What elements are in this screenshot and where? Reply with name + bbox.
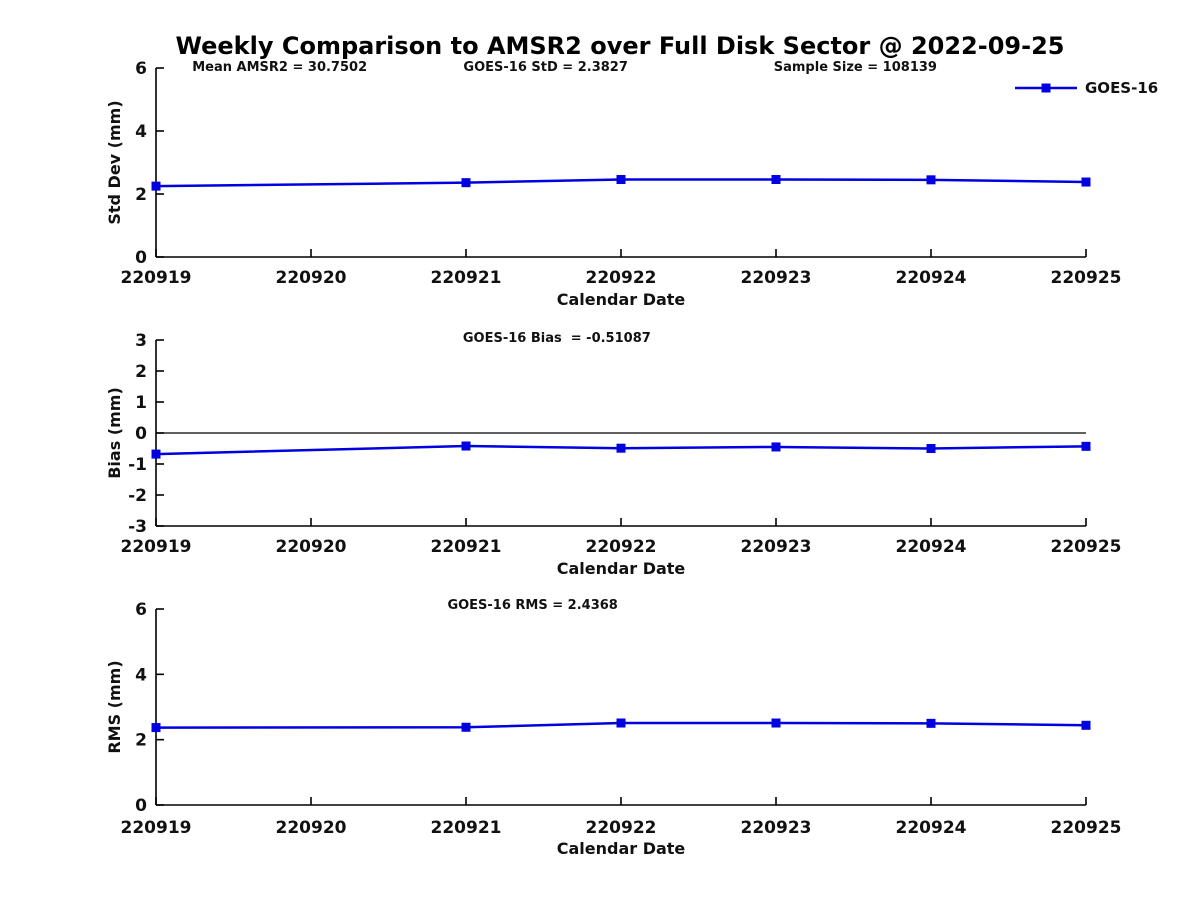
x-tick-label: 220924: [896, 537, 967, 557]
data-point-marker: [461, 178, 471, 188]
x-tick-label: 220920: [276, 818, 347, 838]
chart-title: Weekly Comparison to AMSR2 over Full Dis…: [176, 32, 1065, 60]
data-point-marker: [616, 718, 626, 728]
legend-series-marker-icon: [1041, 83, 1051, 93]
stat-annotation: GOES-16 Bias = -0.51087: [463, 331, 651, 346]
y-tick-label: 0: [135, 248, 147, 268]
x-tick-label: 220925: [1051, 818, 1122, 838]
x-tick-label: 220924: [896, 268, 967, 288]
x-tick-label: 220919: [121, 268, 192, 288]
y-tick-label: 3: [135, 331, 147, 351]
data-point-marker: [1081, 177, 1091, 187]
x-tick-label: 220923: [741, 268, 812, 288]
y-tick-label: -2: [128, 486, 147, 506]
x-tick-label: 220922: [586, 268, 657, 288]
y-tick-label: 6: [135, 600, 147, 620]
y-axis-title: Std Dev (mm): [105, 100, 124, 224]
data-point-marker: [771, 175, 781, 185]
x-tick-label: 220919: [121, 537, 192, 557]
subplot-std-dev: 0 2 4 6 220919 220920 220921 220922 220923 220924…: [105, 59, 1121, 309]
series-line: [155, 178, 1087, 188]
y-tick-label: 1: [135, 393, 147, 413]
data-point-marker: [926, 718, 936, 728]
series-line: [155, 444, 1087, 456]
x-tick-label: 220921: [431, 818, 502, 838]
y-tick-label: 4: [135, 122, 147, 142]
stat-annotation: GOES-16 RMS = 2.4368: [447, 598, 617, 613]
y-axis-title: Bias (mm): [105, 387, 124, 479]
stat-annotation: Mean AMSR2 = 30.7502: [192, 60, 367, 75]
x-tick-label: 220920: [276, 268, 347, 288]
x-tick-label: 220922: [586, 537, 657, 557]
x-tick-label: 220922: [586, 818, 657, 838]
x-tick-label: 220921: [431, 268, 502, 288]
data-point-marker: [461, 722, 471, 732]
subplot-bias: -3 -2 -1 0 1 2 3 220919 220920 220921 220922 220923…: [105, 331, 1121, 578]
stat-annotation: Sample Size = 108139: [774, 60, 937, 75]
data-point-marker: [616, 443, 626, 453]
stat-annotation: GOES-16 StD = 2.3827: [463, 60, 627, 75]
x-tick-label: 220925: [1051, 537, 1122, 557]
y-tick-label: 0: [135, 424, 147, 444]
y-tick-label: 6: [135, 59, 147, 79]
x-tick-label: 220924: [896, 818, 967, 838]
y-tick-label: 4: [135, 665, 147, 685]
x-tick-label: 220923: [741, 537, 812, 557]
y-axis-title: RMS (mm): [105, 660, 124, 753]
x-axis-title: Calendar Date: [557, 559, 686, 578]
data-point-marker: [926, 175, 936, 185]
y-tick-label: 0: [135, 796, 147, 816]
legend-label: GOES-16: [1085, 79, 1158, 97]
x-axis-title: Calendar Date: [557, 839, 686, 858]
data-point-marker: [151, 723, 161, 733]
x-tick-label: 220919: [121, 818, 192, 838]
y-tick-label: 2: [135, 731, 147, 751]
chart-legend: GOES-16: [1015, 79, 1158, 97]
data-point-marker: [771, 442, 781, 452]
data-point-marker: [461, 441, 471, 451]
x-tick-label: 220925: [1051, 268, 1122, 288]
y-tick-label: 2: [135, 185, 147, 205]
x-axis-title: Calendar Date: [557, 290, 686, 309]
y-tick-label: -3: [128, 517, 147, 537]
data-point-marker: [616, 175, 626, 185]
y-tick-label: -1: [128, 455, 147, 475]
x-tick-label: 220920: [276, 537, 347, 557]
y-tick-label: 2: [135, 362, 147, 382]
data-point-marker: [151, 181, 161, 191]
data-point-marker: [1081, 720, 1091, 730]
x-tick-label: 220921: [431, 537, 502, 557]
subplot-rms: 0 2 4 6 220919 220920 220921 220922 220923 220924…: [105, 598, 1121, 858]
series-line: [155, 721, 1087, 729]
data-point-marker: [1081, 441, 1091, 451]
data-point-marker: [771, 718, 781, 728]
data-point-marker: [926, 444, 936, 453]
data-point-marker: [151, 449, 161, 459]
x-tick-label: 220923: [741, 818, 812, 838]
